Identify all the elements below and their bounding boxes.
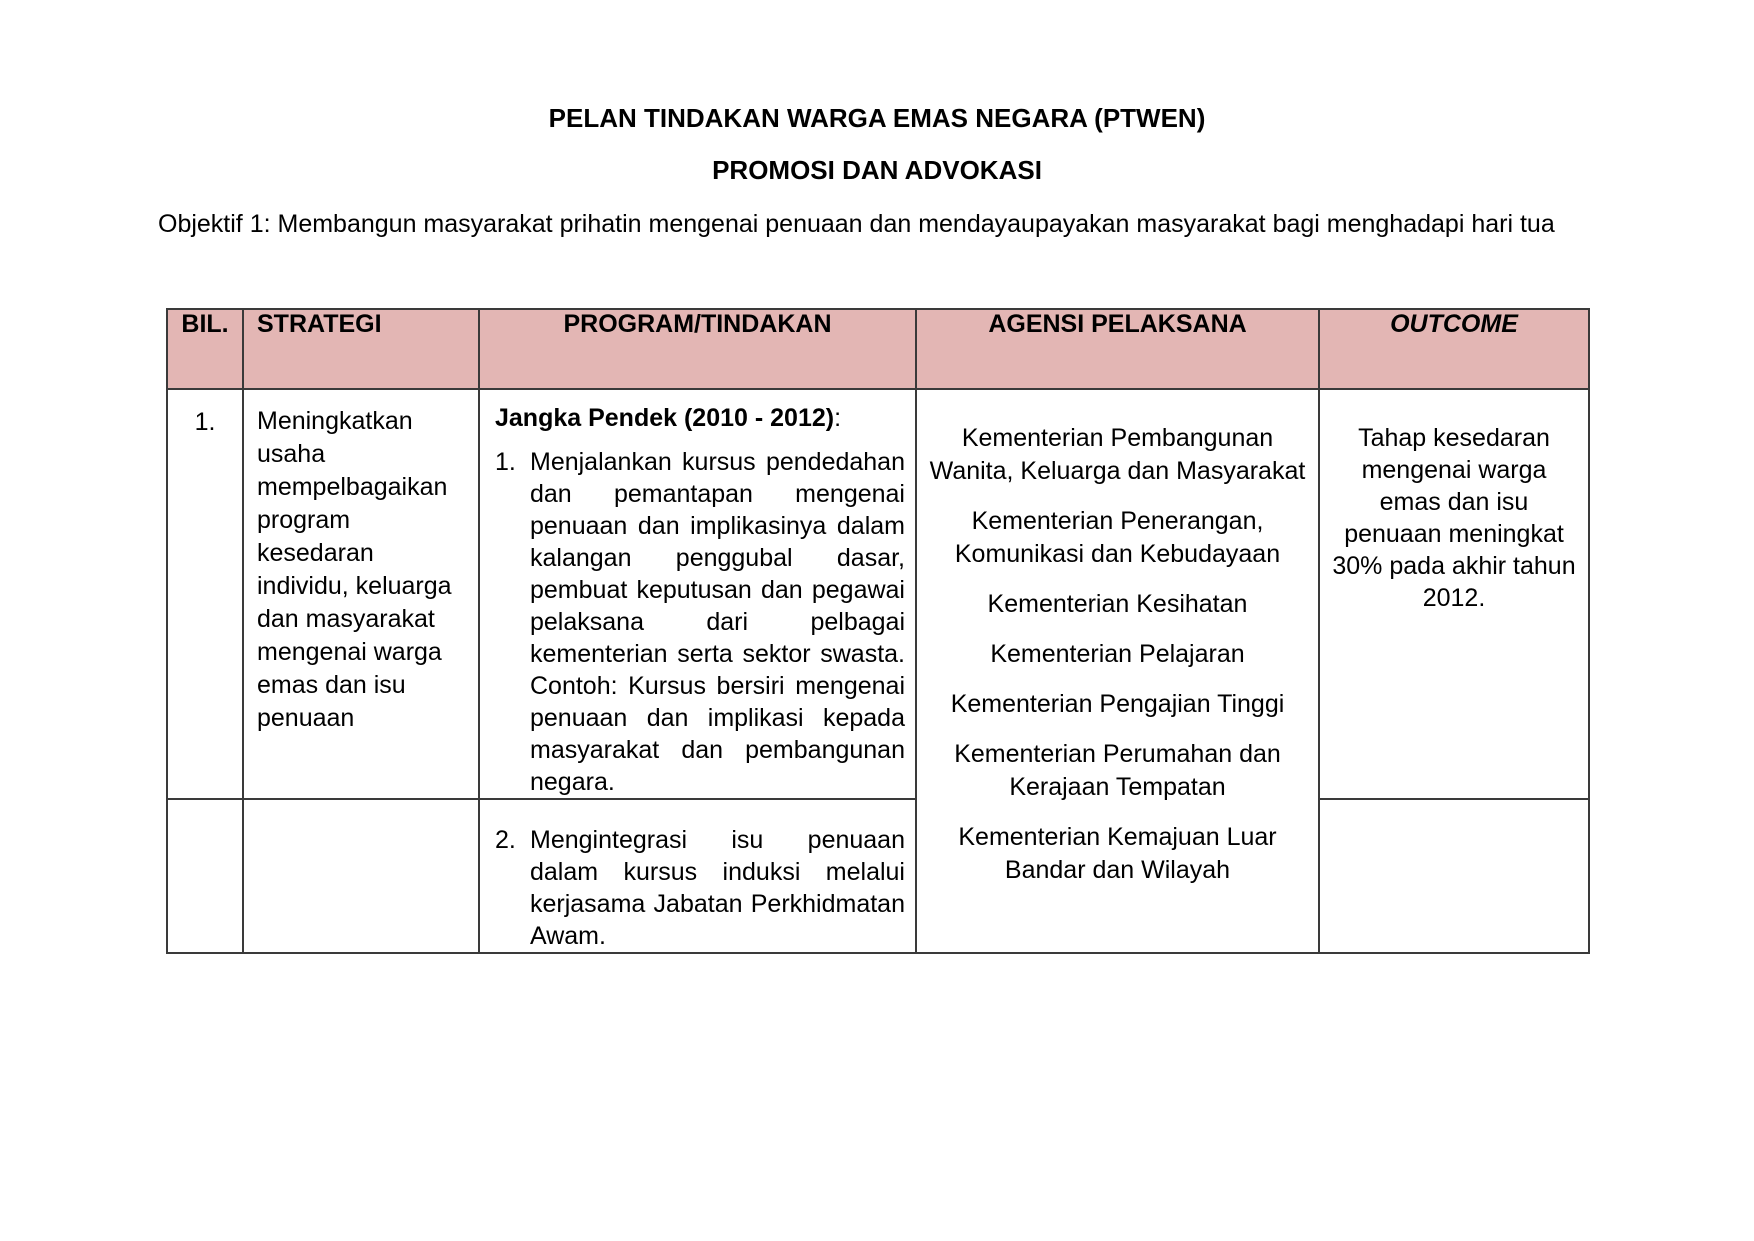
header-cell-program: PROGRAM/TINDAKAN [478,308,917,390]
program-period-label: Jangka Pendek (2010 - 2012) [495,404,835,432]
agency-item: Kementerian Kemajuan Luar Bandar dan Wil… [958,823,1277,884]
cell-bil-empty [166,798,244,954]
header-cell-strategi: STRATEGI [242,308,480,390]
cell-agensi-pelaksana: Kementerian Pembangunan Wanita, Keluarga… [915,388,1320,954]
program-item-2-text: Mengintegrasi isu penuaan dalam kursus i… [530,826,905,950]
document-page: PELAN TINDAKAN WARGA EMAS NEGARA (PTWEN)… [158,103,1590,954]
cell-outcome-empty [1318,798,1590,954]
agency-item: Kementerian Kesihatan [987,590,1248,618]
program-period-heading: Jangka Pendek (2010 - 2012): [495,402,905,434]
cell-strategi: Meningkatkan usaha mempelbagaikan progra… [242,388,480,800]
header-cell-outcome: OUTCOME [1318,308,1590,390]
cell-bil-number: 1. [166,388,244,800]
cell-strategi-empty [242,798,480,954]
header-cell-bil: BIL. [166,308,244,390]
program-period-colon: : [834,404,842,432]
program-item-1-number: 1. [495,448,516,476]
program-item-1-text: Menjalankan kursus pendedahan dan pemant… [530,448,905,796]
program-item-1: 1. Menjalankan kursus pendedahan dan pem… [495,446,905,798]
agency-item: Kementerian Pengajian Tinggi [950,690,1285,718]
cell-outcome: Tahap kesedaran mengenai warga emas dan … [1318,388,1590,800]
table-row: 2. Mengintegrasi isu penuaan dalam kursu… [166,798,1590,954]
document-subtitle: PROMOSI DAN ADVOKASI [712,155,1042,185]
program-item-2: 2. Mengintegrasi isu penuaan dalam kursu… [495,824,905,952]
cell-program-tindakan: Jangka Pendek (2010 - 2012): 1. Menjalan… [478,388,917,800]
cell-program-tindakan-2: 2. Mengintegrasi isu penuaan dalam kursu… [478,798,917,954]
header-cell-agensi: AGENSI PELAKSANA [915,308,1320,390]
agency-item: Kementerian Pembangunan Wanita, Keluarga… [929,424,1306,485]
agency-item: Kementerian Penerangan, Komunikasi dan K… [954,507,1281,568]
program-item-2-number: 2. [495,826,516,854]
table-header-row: BIL. STRATEGI PROGRAM/TINDAKAN AGENSI PE… [166,308,1590,390]
agency-item: Kementerian Perumahan dan Kerajaan Tempa… [954,740,1281,801]
document-title: PELAN TINDAKAN WARGA EMAS NEGARA (PTWEN) [548,103,1206,133]
table-row: 1. Meningkatkan usaha mempelbagaikan pro… [166,388,1590,954]
agency-item: Kementerian Pelajaran [990,640,1245,668]
action-plan-table: BIL. STRATEGI PROGRAM/TINDAKAN AGENSI PE… [166,308,1590,954]
objective-text: Objektif 1: Membangun masyarakat prihati… [158,210,1555,238]
